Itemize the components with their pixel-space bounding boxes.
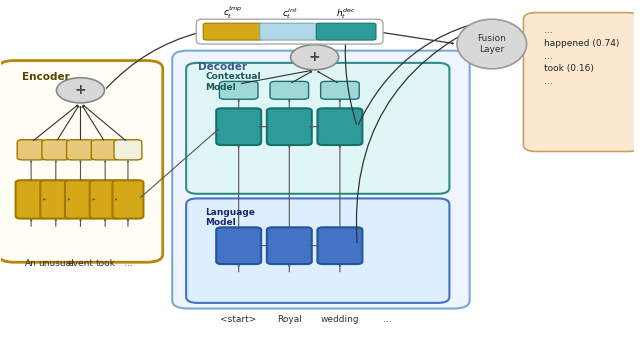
Text: An: An <box>25 259 37 268</box>
Circle shape <box>56 78 104 103</box>
FancyBboxPatch shape <box>113 180 143 219</box>
Text: event: event <box>67 259 93 268</box>
FancyBboxPatch shape <box>114 140 142 160</box>
Text: Contextual
Model: Contextual Model <box>205 72 260 92</box>
Text: $c_t^{tmp}$: $c_t^{tmp}$ <box>223 4 243 21</box>
FancyBboxPatch shape <box>17 140 45 160</box>
FancyBboxPatch shape <box>316 23 376 40</box>
FancyBboxPatch shape <box>186 63 449 194</box>
Text: ...
happened (0.74)
...
took (0.16)
...: ... happened (0.74) ... took (0.16) ... <box>543 26 619 86</box>
Text: ...: ... <box>383 315 392 324</box>
Text: Language
Model: Language Model <box>205 208 255 227</box>
FancyBboxPatch shape <box>196 19 383 44</box>
Text: ...: ... <box>124 259 132 268</box>
Text: Encoder: Encoder <box>22 72 69 82</box>
FancyBboxPatch shape <box>216 227 261 264</box>
FancyBboxPatch shape <box>267 227 312 264</box>
FancyBboxPatch shape <box>42 140 70 160</box>
Text: Fusion
Layer: Fusion Layer <box>477 34 506 54</box>
FancyBboxPatch shape <box>317 227 362 264</box>
Text: Royal: Royal <box>277 315 301 324</box>
Circle shape <box>291 45 339 70</box>
FancyBboxPatch shape <box>90 180 121 219</box>
Text: took: took <box>95 259 115 268</box>
Text: <start>: <start> <box>221 315 257 324</box>
FancyBboxPatch shape <box>216 108 261 145</box>
FancyBboxPatch shape <box>92 140 119 160</box>
Text: +: + <box>75 83 86 97</box>
FancyBboxPatch shape <box>260 23 319 40</box>
FancyBboxPatch shape <box>220 81 258 99</box>
FancyBboxPatch shape <box>321 81 359 99</box>
Ellipse shape <box>457 19 527 69</box>
FancyBboxPatch shape <box>172 51 470 309</box>
FancyBboxPatch shape <box>67 140 95 160</box>
FancyBboxPatch shape <box>65 180 96 219</box>
FancyBboxPatch shape <box>524 13 640 151</box>
Text: wedding: wedding <box>321 315 359 324</box>
FancyBboxPatch shape <box>40 180 71 219</box>
Text: +: + <box>309 50 321 64</box>
FancyBboxPatch shape <box>186 198 449 303</box>
FancyBboxPatch shape <box>270 81 308 99</box>
FancyBboxPatch shape <box>317 108 362 145</box>
FancyBboxPatch shape <box>267 108 312 145</box>
FancyBboxPatch shape <box>0 61 163 262</box>
Text: $c_t^{int}$: $c_t^{int}$ <box>282 6 298 21</box>
FancyBboxPatch shape <box>15 180 47 219</box>
Text: unusual: unusual <box>38 259 74 268</box>
FancyBboxPatch shape <box>204 23 263 40</box>
Text: Decoder: Decoder <box>198 62 246 72</box>
Text: $h_t^{dec}$: $h_t^{dec}$ <box>336 6 356 21</box>
